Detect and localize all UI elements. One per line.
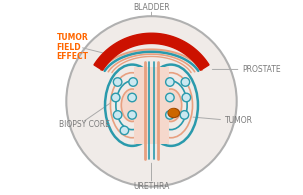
Circle shape <box>112 93 120 102</box>
Circle shape <box>120 126 129 135</box>
Text: URETHRA: URETHRA <box>133 182 170 191</box>
Ellipse shape <box>121 89 143 121</box>
Circle shape <box>180 111 189 119</box>
Text: TUMOR
FIELD
EFFECT: TUMOR FIELD EFFECT <box>57 33 89 61</box>
Circle shape <box>113 78 122 86</box>
Text: BIOPSY CORE: BIOPSY CORE <box>58 120 109 129</box>
Ellipse shape <box>160 89 182 121</box>
Ellipse shape <box>168 108 180 118</box>
Circle shape <box>66 16 237 187</box>
Circle shape <box>182 93 191 102</box>
Circle shape <box>113 111 122 119</box>
Circle shape <box>166 93 174 102</box>
Ellipse shape <box>165 97 176 113</box>
FancyBboxPatch shape <box>134 67 169 144</box>
Circle shape <box>128 111 136 119</box>
Circle shape <box>128 93 136 102</box>
Ellipse shape <box>127 97 138 113</box>
Text: BLADDER: BLADDER <box>133 3 170 12</box>
Circle shape <box>181 78 190 86</box>
Polygon shape <box>94 33 209 70</box>
Circle shape <box>129 78 137 86</box>
Circle shape <box>166 111 174 119</box>
Text: TUMOR: TUMOR <box>225 116 253 125</box>
Circle shape <box>166 78 174 86</box>
Text: PROSTATE: PROSTATE <box>242 65 281 74</box>
Ellipse shape <box>168 108 176 114</box>
